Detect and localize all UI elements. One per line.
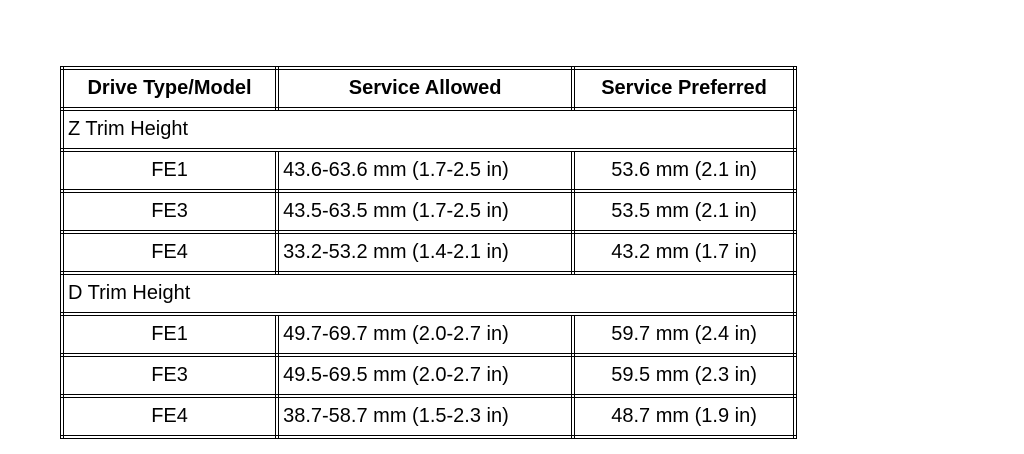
allowed-cell: 49.5-69.5 mm (2.0-2.7 in) [275, 353, 576, 398]
table-row: FE3 49.5-69.5 mm (2.0-2.7 in) 59.5 mm (2… [59, 353, 797, 398]
table-row: FE3 43.5-63.5 mm (1.7-2.5 in) 53.5 mm (2… [59, 189, 797, 234]
preferred-cell: 53.5 mm (2.1 in) [571, 189, 797, 234]
group-title: Z Trim Height [60, 107, 797, 152]
group-title: D Trim Height [60, 271, 797, 316]
model-cell: FE1 [59, 148, 280, 193]
allowed-cell: 43.5-63.5 mm (1.7-2.5 in) [275, 189, 576, 234]
table-row: FE4 38.7-58.7 mm (1.5-2.3 in) 48.7 mm (1… [59, 394, 797, 439]
group-row: Z Trim Height [60, 107, 797, 152]
preferred-cell: 43.2 mm (1.7 in) [571, 230, 797, 275]
preferred-cell: 48.7 mm (1.9 in) [571, 394, 797, 439]
model-cell: FE4 [59, 230, 280, 275]
table-row: FE1 49.7-69.7 mm (2.0-2.7 in) 59.7 mm (2… [59, 312, 797, 357]
group-row: D Trim Height [60, 271, 797, 316]
model-cell: FE3 [59, 189, 280, 234]
allowed-cell: 43.6-63.6 mm (1.7-2.5 in) [275, 148, 576, 193]
header-row: Drive Type/Model Service Allowed Service… [59, 66, 797, 111]
allowed-cell: 33.2-53.2 mm (1.4-2.1 in) [275, 230, 576, 275]
model-cell: FE3 [59, 353, 280, 398]
header-service-preferred: Service Preferred [571, 66, 797, 111]
header-drive-type: Drive Type/Model [59, 66, 280, 111]
preferred-cell: 59.7 mm (2.4 in) [571, 312, 797, 357]
model-cell: FE4 [59, 394, 280, 439]
model-cell: FE1 [59, 312, 280, 357]
header-service-allowed: Service Allowed [275, 66, 576, 111]
preferred-cell: 53.6 mm (2.1 in) [571, 148, 797, 193]
preferred-cell: 59.5 mm (2.3 in) [571, 353, 797, 398]
allowed-cell: 49.7-69.7 mm (2.0-2.7 in) [275, 312, 576, 357]
table-row: FE1 43.6-63.6 mm (1.7-2.5 in) 53.6 mm (2… [59, 148, 797, 193]
trim-height-table: Drive Type/Model Service Allowed Service… [59, 66, 797, 439]
allowed-cell: 38.7-58.7 mm (1.5-2.3 in) [275, 394, 576, 439]
table-row: FE4 33.2-53.2 mm (1.4-2.1 in) 43.2 mm (1… [59, 230, 797, 275]
